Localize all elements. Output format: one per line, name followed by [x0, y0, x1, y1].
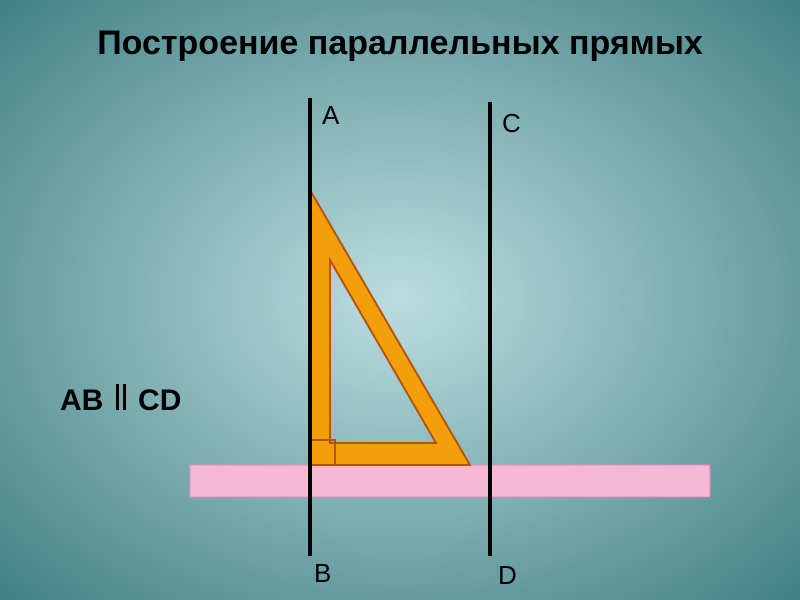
point-label-d: D	[498, 560, 517, 591]
slide-stage: Построение параллельных прямых A C B D A…	[0, 0, 800, 600]
statement-left: AB	[60, 384, 103, 417]
parallel-icon	[112, 382, 130, 412]
parallel-statement: AB CD	[60, 382, 181, 418]
diagram-svg	[0, 0, 800, 600]
slide-title: Построение параллельных прямых	[0, 24, 800, 63]
statement-right: CD	[138, 384, 181, 417]
point-label-b: B	[314, 558, 331, 589]
point-label-a: A	[322, 100, 339, 131]
ruler	[190, 465, 710, 497]
background	[0, 0, 800, 600]
point-label-c: C	[502, 108, 521, 139]
